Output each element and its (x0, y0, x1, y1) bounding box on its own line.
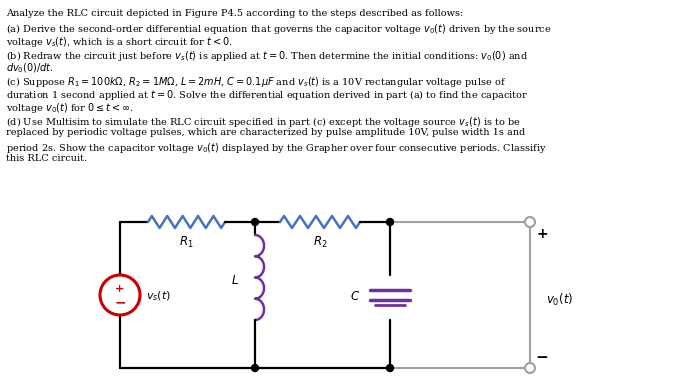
Circle shape (525, 217, 535, 227)
Text: $v_s(t)$: $v_s(t)$ (146, 289, 171, 303)
Text: −: − (114, 295, 126, 309)
Text: (d) Use Multisim to simulate the RLC circuit specified in part (c) except the vo: (d) Use Multisim to simulate the RLC cir… (6, 114, 521, 129)
Circle shape (386, 218, 394, 225)
Text: replaced by periodic voltage pulses, which are characterized by pulse amplitude : replaced by periodic voltage pulses, whi… (6, 128, 526, 137)
Text: −: − (536, 351, 549, 366)
Text: this RLC circuit.: this RLC circuit. (6, 154, 87, 163)
Text: period 2s. Show the capacitor voltage $v_0(t)$ displayed by the Grapher over fou: period 2s. Show the capacitor voltage $v… (6, 141, 547, 155)
Text: $L$: $L$ (231, 274, 239, 287)
Text: $R_1$: $R_1$ (179, 235, 194, 250)
Text: $C$: $C$ (350, 291, 360, 303)
Text: (b) Redraw the circuit just before $v_s(t)$ is applied at $t = 0$. Then determin: (b) Redraw the circuit just before $v_s(… (6, 49, 528, 63)
Text: +: + (115, 284, 125, 294)
Text: voltage $v_0(t)$ for $0 \leq t < \infty$.: voltage $v_0(t)$ for $0 \leq t < \infty$… (6, 101, 134, 116)
Text: (a) Derive the second-order differential equation that governs the capacitor vol: (a) Derive the second-order differential… (6, 22, 551, 36)
Circle shape (251, 218, 259, 225)
Text: Analyze the RLC circuit depicted in Figure P4.5 according to the steps described: Analyze the RLC circuit depicted in Figu… (6, 9, 463, 18)
Text: (c) Suppose $R_1 = 100k\Omega$, $R_2 = 1M\Omega$, $L = 2mH$, $C = 0.1\mu F$ and : (c) Suppose $R_1 = 100k\Omega$, $R_2 = 1… (6, 75, 507, 89)
Circle shape (251, 364, 259, 371)
Circle shape (525, 363, 535, 373)
Text: voltage $v_s(t)$, which is a short circuit for $t < 0$.: voltage $v_s(t)$, which is a short circu… (6, 35, 233, 50)
Circle shape (386, 364, 394, 371)
Text: $v_0(t)$: $v_0(t)$ (546, 292, 573, 308)
Text: +: + (536, 227, 548, 241)
Text: duration 1 second applied at $t = 0$. Solve the differential equation derived in: duration 1 second applied at $t = 0$. So… (6, 88, 528, 102)
Text: $dv_0(0)/dt$.: $dv_0(0)/dt$. (6, 62, 54, 75)
Text: $R_2$: $R_2$ (313, 235, 327, 250)
